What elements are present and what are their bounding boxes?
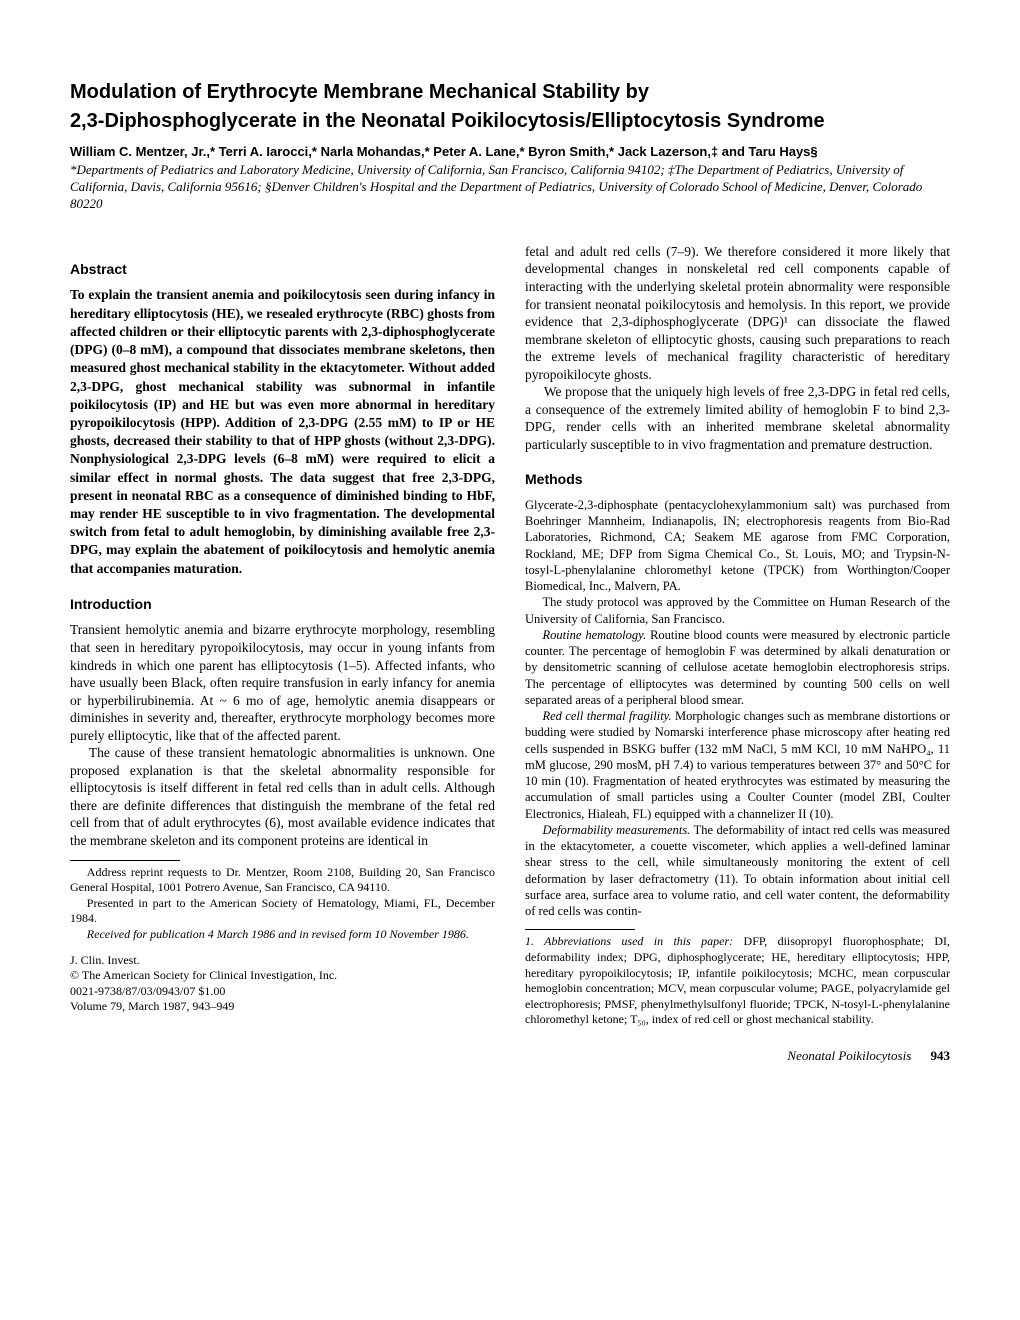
abstract-heading: Abstract: [70, 261, 495, 279]
article-title-line1: Modulation of Erythrocyte Membrane Mecha…: [70, 80, 950, 105]
footnote-separator: [70, 860, 180, 861]
right-column: fetal and adult red cells (7–9). We ther…: [525, 243, 950, 1028]
intro-paragraph-2: The cause of these transient hematologic…: [70, 744, 495, 849]
two-column-layout: Abstract To explain the transient anemia…: [70, 243, 950, 1028]
presented-note: Presented in part to the American Societ…: [70, 896, 495, 927]
methods-paragraph-5: Deformability measurements. The deformab…: [525, 822, 950, 920]
thermal-fragility-label: Red cell thermal fragility.: [543, 709, 672, 723]
methods-body: Glycerate-2,3-diphosphate (pentacyclohex…: [525, 497, 950, 920]
abbreviations-paragraph: 1. Abbreviations used in this paper: DFP…: [525, 934, 950, 1028]
methods-paragraph-4: Red cell thermal fragility. Morphologic …: [525, 708, 950, 822]
abstract-text: To explain the transient anemia and poik…: [70, 286, 495, 578]
routine-hematology-label: Routine hematology.: [543, 628, 647, 642]
methods-paragraph-1: Glycerate-2,3-diphosphate (pentacyclohex…: [525, 497, 950, 595]
methods-heading: Methods: [525, 471, 950, 489]
page-footer: Neonatal Poikilocytosis 943: [70, 1048, 950, 1064]
methods-paragraph-2: The study protocol was approved by the C…: [525, 594, 950, 627]
abbreviations-footnote: 1. Abbreviations used in this paper: DFP…: [525, 934, 950, 1028]
col2-paragraph-2: We propose that the uniquely high levels…: [525, 383, 950, 453]
running-title: Neonatal Poikilocytosis: [787, 1048, 911, 1063]
intro-continuation: fetal and adult red cells (7–9). We ther…: [525, 243, 950, 454]
abbrev-separator: [525, 929, 635, 930]
col2-paragraph-1: fetal and adult red cells (7–9). We ther…: [525, 243, 950, 383]
intro-paragraph-1: Transient hemolytic anemia and bizarre e…: [70, 621, 495, 744]
thermal-fragility-text: Morphologic changes such as membrane dis…: [525, 709, 950, 821]
received-date: Received for publication 4 March 1986 an…: [70, 927, 495, 943]
author-list: William C. Mentzer, Jr.,* Terri A. Iaroc…: [70, 144, 950, 160]
issn-price: 0021-9738/87/03/0943/07 $1.00: [70, 984, 495, 1000]
page-number: 943: [931, 1048, 951, 1063]
deformability-text: The deformability of intact red cells wa…: [525, 823, 950, 918]
volume-info: Volume 79, March 1987, 943–949: [70, 999, 495, 1015]
introduction-heading: Introduction: [70, 596, 495, 614]
copyright-line: © The American Society for Clinical Inve…: [70, 968, 495, 984]
affiliations: *Departments of Pediatrics and Laborator…: [70, 162, 950, 213]
introduction-body: Transient hemolytic anemia and bizarre e…: [70, 621, 495, 849]
abbreviations-label: 1. Abbreviations used in this paper:: [525, 934, 733, 948]
journal-name: J. Clin. Invest.: [70, 953, 495, 969]
deformability-label: Deformability measurements.: [543, 823, 691, 837]
left-column: Abstract To explain the transient anemia…: [70, 243, 495, 1028]
journal-info: J. Clin. Invest. © The American Society …: [70, 953, 495, 1015]
reprint-footnote: Address reprint requests to Dr. Mentzer,…: [70, 865, 495, 943]
reprint-address: Address reprint requests to Dr. Mentzer,…: [70, 865, 495, 896]
article-title-line2: 2,3-Diphosphoglycerate in the Neonatal P…: [70, 109, 950, 134]
methods-paragraph-3: Routine hematology. Routine blood counts…: [525, 627, 950, 708]
